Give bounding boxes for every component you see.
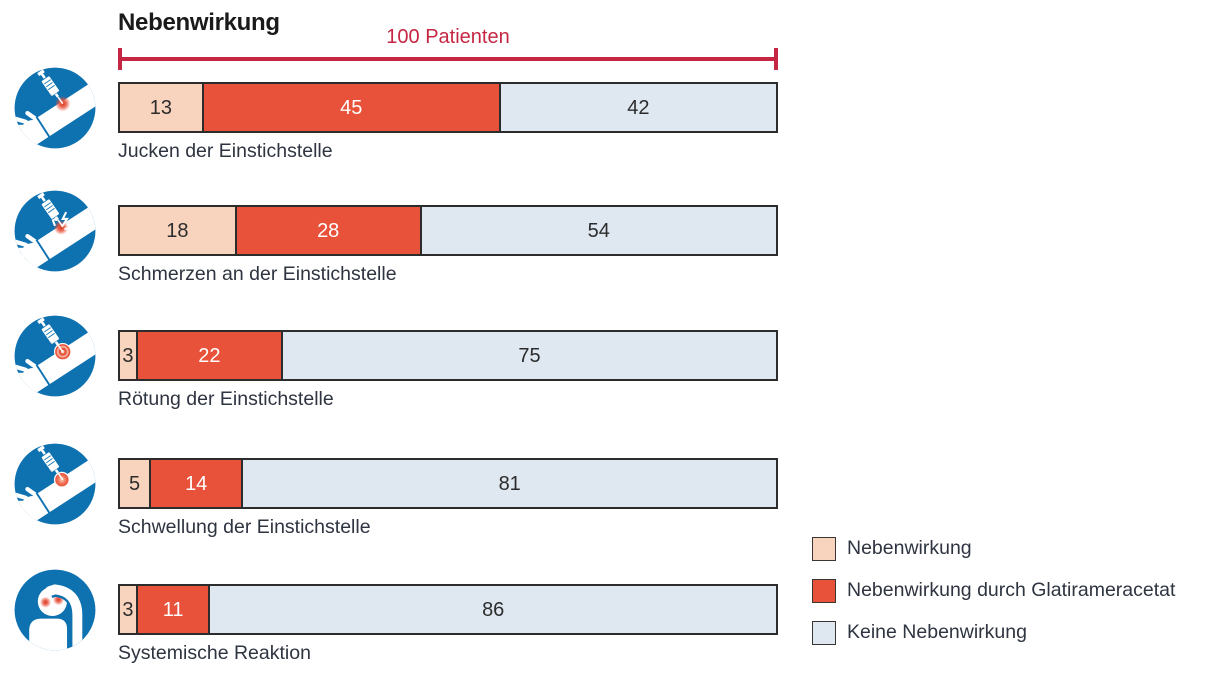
bar-segment: 75 — [282, 330, 778, 381]
bar-segment: 14 — [151, 458, 244, 509]
bar-segment: 18 — [118, 205, 237, 256]
bar-segment: 3 — [118, 584, 138, 635]
bar-label: Schmerzen an der Einstichstelle — [118, 263, 397, 285]
injection-redness-icon — [12, 313, 98, 399]
injection-swelling-icon — [12, 441, 98, 527]
bar-label: Rötung der Einstichstelle — [118, 388, 334, 410]
injection-pain-icon — [12, 188, 98, 274]
legend-swatch — [812, 578, 836, 603]
bar-segment: 81 — [243, 458, 778, 509]
chart-title: Nebenwirkung — [118, 9, 280, 36]
chart-row: 3 11 86 Systemische Reaktion — [0, 569, 1212, 696]
legend-item: Nebenwirkung durch Glatirameracetat — [812, 578, 1175, 603]
systemic-reaction-icon — [12, 567, 98, 653]
legend-swatch — [812, 620, 836, 645]
bracket-right-cap — [774, 48, 778, 70]
bar-segment: 42 — [500, 82, 778, 133]
bar-label: Jucken der Einstichstelle — [118, 140, 333, 162]
bar-segment: 22 — [137, 330, 283, 381]
chart-row: 13 45 42 Jucken der Einstichstelle — [0, 67, 1212, 194]
stacked-bar: 13 45 42 — [118, 82, 778, 133]
injection-itch-icon — [12, 65, 98, 151]
bar-segment: 11 — [137, 584, 211, 635]
chart-row: 5 14 81 Schwellung der Einstichstelle — [0, 443, 1212, 570]
chart-row: 18 28 54 Schmerzen an der Einstichstelle — [0, 190, 1212, 317]
stacked-bar: 5 14 81 — [118, 458, 778, 509]
legend-label: Keine Nebenwirkung — [847, 621, 1027, 643]
bar-segment: 3 — [118, 330, 138, 381]
bracket-line — [119, 57, 777, 61]
legend-swatch — [812, 536, 836, 561]
legend-label: Nebenwirkung durch Glatirameracetat — [847, 579, 1176, 601]
stacked-bar: 18 28 54 — [118, 205, 778, 256]
bar-label: Schwellung der Einstichstelle — [118, 516, 371, 538]
stacked-bar: 3 11 86 — [118, 584, 778, 635]
bar-label: Systemische Reaktion — [118, 642, 311, 664]
bar-segment: 86 — [210, 584, 778, 635]
legend: Nebenwirkung Nebenwirkung durch Glatirame… — [812, 536, 1175, 662]
scale-bracket — [118, 48, 778, 70]
legend-item: Nebenwirkung — [812, 536, 1175, 561]
legend-label: Nebenwirkung — [847, 537, 972, 559]
patients-count-label: 100 Patienten — [386, 26, 510, 48]
bar-segment: 13 — [118, 82, 204, 133]
bar-segment: 28 — [236, 205, 422, 256]
chart-row: 3 22 75 Rötung der Einstichstelle — [0, 315, 1212, 442]
bar-segment: 5 — [118, 458, 151, 509]
bar-segment: 45 — [203, 82, 501, 133]
legend-item: Keine Nebenwirkung — [812, 620, 1175, 645]
bar-segment: 54 — [421, 205, 778, 256]
stacked-bar: 3 22 75 — [118, 330, 778, 381]
